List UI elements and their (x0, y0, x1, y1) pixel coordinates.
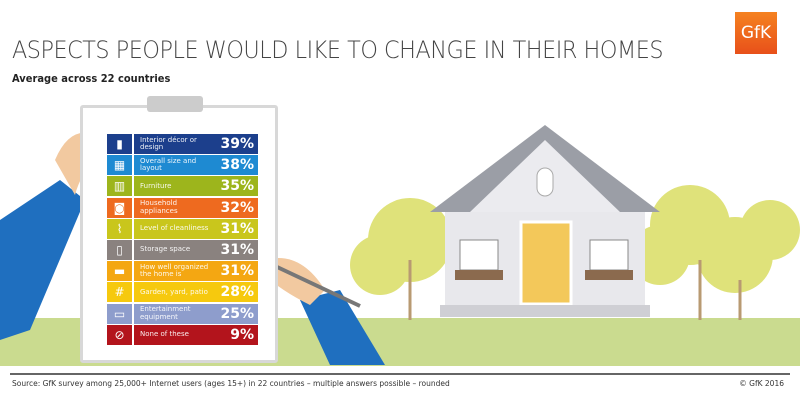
category-label: Overall size and layout (140, 156, 197, 173)
storage-box-icon: ▯ (107, 239, 132, 260)
bar: Entertainment equipment 25% (134, 303, 258, 324)
bar: Overall size and layout 38% (134, 155, 258, 176)
broom-icon: ⌇ (107, 218, 132, 239)
category-label: Level of cleanliness (140, 224, 209, 232)
category-label: Household appliances (140, 199, 178, 215)
sofa-icon: ▬ (107, 261, 132, 282)
house (430, 125, 660, 317)
clipboard-clip (147, 96, 203, 112)
category-label: Garden, yard, patio (140, 287, 208, 296)
bar-row: ⌇ Level of cleanliness 31% (107, 218, 258, 240)
value-label: 31% (220, 241, 254, 258)
value-label: 35% (220, 178, 254, 195)
bar-row: ▬ How well organized the home is 31% (107, 261, 258, 282)
bar-row: ▥ Furniture 35% (107, 176, 258, 197)
value-label: 31% (220, 263, 254, 280)
bar-row: ▯ Storage space 31% (107, 239, 258, 261)
value-label: 9% (230, 326, 254, 343)
value-label: 32% (220, 199, 254, 216)
bar: Garden, yard, patio 28% (134, 282, 258, 303)
category-label: Storage space (140, 245, 191, 254)
category-label: Entertainment equipment (140, 305, 191, 321)
paint-roller-icon: ▮ (107, 134, 132, 154)
value-label: 39% (220, 136, 254, 152)
value-label: 38% (220, 157, 254, 174)
wardrobe-icon: ▥ (107, 176, 132, 197)
category-label: Furniture (140, 181, 172, 190)
bar: Interior décor or design 39% (134, 134, 258, 154)
page-title: ASPECTS PEOPLE WOULD LIKE TO CHANGE IN T… (12, 36, 664, 64)
bar: Level of cleanliness 31% (134, 218, 258, 239)
bar: Storage space 31% (134, 239, 258, 260)
bar-row: ◙ Household appliances 32% (107, 197, 258, 219)
category-label: Interior décor or design (140, 135, 197, 151)
value-label: 25% (220, 305, 254, 322)
category-label: None of these (140, 329, 189, 338)
source-note: Source: GfK survey among 25,000+ Interne… (12, 379, 450, 388)
layout-icon: ▦ (107, 155, 132, 176)
copyright: © GfK 2016 (739, 379, 784, 388)
tv-console-icon: ▭ (107, 303, 132, 324)
results-list: ▮ Interior décor or design 39% ▦ Overall s… (107, 134, 258, 346)
bar: Household appliances 32% (134, 197, 258, 218)
value-label: 31% (220, 220, 254, 237)
bar-row: ▮ Interior décor or design 39% (107, 134, 258, 155)
fence-icon: # (107, 282, 132, 303)
bar: Furniture 35% (134, 176, 258, 197)
gfk-logo: GfK (735, 12, 777, 54)
bar-row: # Garden, yard, patio 28% (107, 282, 258, 303)
bar: How well organized the home is 31% (134, 261, 258, 282)
subtitle: Average across 22 countries (12, 72, 171, 85)
washing-machine-icon: ◙ (107, 197, 132, 218)
bar: None of these 9% (134, 324, 258, 345)
bar-row: ⊘ None of these 9% (107, 324, 258, 346)
category-label: How well organized the home is (140, 262, 209, 279)
bar-row: ▭ Entertainment equipment 25% (107, 303, 258, 325)
bar-row: ▦ Overall size and layout 38% (107, 155, 258, 176)
value-label: 28% (220, 284, 254, 301)
prohibited-icon: ⊘ (107, 324, 132, 345)
divider (10, 373, 790, 375)
